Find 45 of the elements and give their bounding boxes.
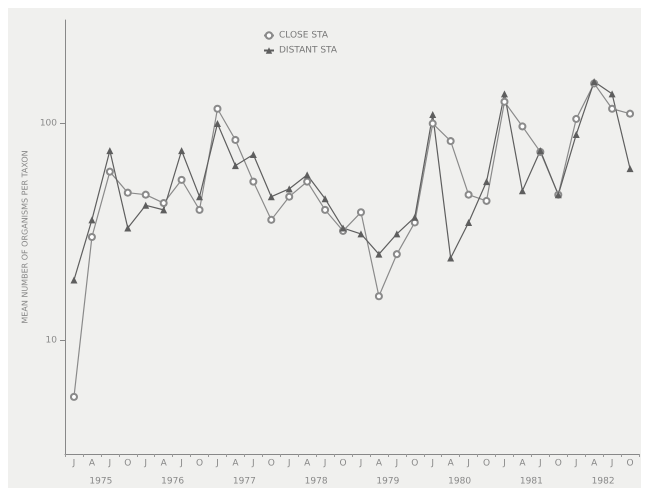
x-tick-label: O [482, 458, 490, 468]
x-tick-label: J [215, 458, 219, 468]
x-tick-label: J [430, 458, 434, 468]
text: 1981 [520, 476, 543, 486]
legend-label: CLOSE STA [279, 30, 329, 40]
x-tick-label: O [196, 458, 204, 468]
x-tick-label: J [108, 458, 112, 468]
x-tick-label: J [574, 458, 578, 468]
x-tick-label: J [251, 458, 255, 468]
y-tick-label: 10 [46, 336, 58, 346]
x-tick-label: A [88, 458, 96, 468]
x-tick-label: J [502, 458, 506, 468]
text: 1979 [376, 476, 400, 486]
x-tick-label: J [538, 458, 542, 468]
x-tick-label: J [610, 458, 614, 468]
x-tick-label: O [339, 458, 347, 468]
x-tick-label: O [626, 458, 634, 468]
x-tick-label: A [376, 458, 383, 468]
x-tick-label: O [411, 458, 418, 468]
text: 1976 [161, 476, 184, 486]
text: 1975 [89, 476, 112, 486]
x-tick-label: A [448, 458, 455, 468]
x-tick-label: O [268, 458, 275, 468]
x-tick-label: J [179, 458, 183, 468]
y-axis-title: MEAN NUMBER OF ORGANISMS PER TAXON [20, 150, 30, 324]
text: 1980 [448, 476, 472, 486]
x-tick-label: A [591, 458, 598, 468]
x-tick-label: A [232, 458, 240, 468]
text: 1982 [592, 476, 615, 486]
x-tick-label: A [304, 458, 312, 468]
x-tick-label: J [286, 458, 291, 468]
text: 1977 [232, 476, 256, 486]
x-tick-label: J [72, 458, 76, 468]
x-tick-label: A [519, 458, 526, 468]
x-tick-label: J [466, 458, 470, 468]
text: 1978 [304, 476, 328, 486]
x-tick-label: O [124, 458, 132, 468]
x-tick-label: O [554, 458, 562, 468]
x-tick-label: J [394, 458, 398, 468]
legend-label: DISTANT STA [279, 46, 338, 56]
x-tick-label: J [143, 458, 148, 468]
x-tick-label: J [358, 458, 362, 468]
y-tick-label: 100 [40, 118, 58, 129]
x-tick-label: A [160, 458, 168, 468]
x-tick-label: J [322, 458, 326, 468]
